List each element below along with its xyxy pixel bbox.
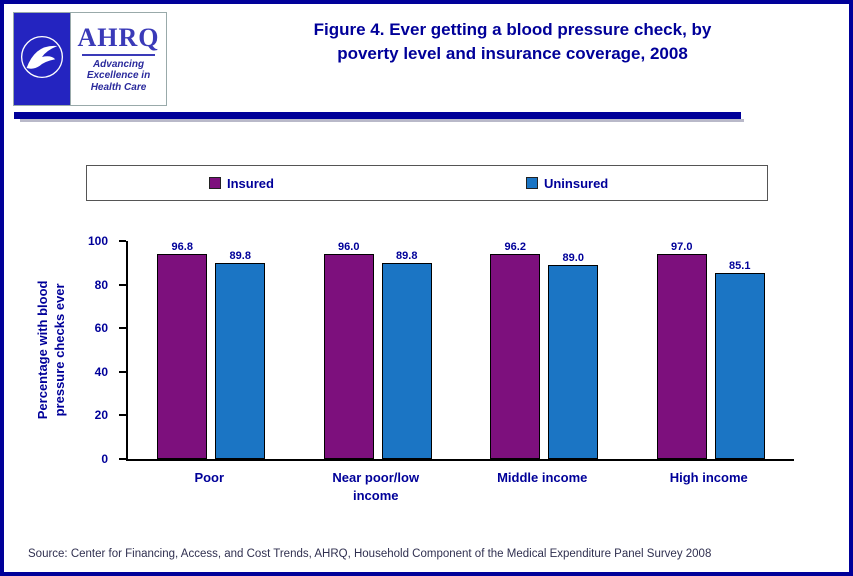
- y-tick-label: 0: [101, 452, 108, 466]
- bar-value-label: 97.0: [671, 241, 693, 253]
- y-tick-mark: [119, 414, 126, 417]
- bar-item-uninsured: 89.0: [548, 241, 599, 459]
- y-tick-mark: [119, 240, 126, 242]
- bar-group: 96.2 89.0: [461, 241, 628, 459]
- bar: [381, 263, 432, 459]
- legend-label: Uninsured: [543, 175, 609, 191]
- x-category-label: High income: [669, 470, 748, 485]
- y-axis-tick-labels: 0 20 40 60 80 100: [4, 234, 122, 466]
- legend-swatch: [525, 177, 538, 189]
- x-category-label: Near poor/low income: [332, 470, 420, 503]
- y-tick-mark: [119, 283, 126, 286]
- legend-item-uninsured: Uninsured: [525, 175, 609, 191]
- bar-item-uninsured: 89.8: [215, 241, 266, 459]
- source-note: Source: Center for Financing, Access, an…: [28, 548, 712, 560]
- plot-area: 96.8 89.8 96.0 89.8 96.2 89.0 97.0 85.1: [119, 240, 795, 461]
- logo-divider: [82, 53, 155, 56]
- bar-value-label: 85.1: [729, 260, 751, 273]
- ahrq-logo: AHRQ Advancing Excellence in Health Care: [13, 12, 167, 106]
- figure-title-line1: Figure 4. Ever getting a blood pressure …: [313, 20, 712, 39]
- hhs-eagle-icon: [20, 35, 64, 84]
- hhs-logo: [14, 13, 70, 105]
- y-tick-label: 100: [87, 234, 108, 248]
- legend-box: Insured Uninsured: [86, 165, 768, 201]
- bar-item-insured: 96.8: [157, 241, 208, 459]
- bar-value-label: 89.8: [229, 250, 251, 263]
- header-divider-shadow: [20, 119, 744, 122]
- bar: [714, 273, 765, 459]
- bar: [157, 254, 208, 459]
- y-tick-label: 20: [94, 408, 108, 423]
- ahrq-org-name: AHRQ: [77, 22, 160, 52]
- figure-title: Figure 4. Ever getting a blood pressure …: [204, 18, 821, 66]
- x-category-label: Poor: [194, 470, 225, 485]
- bar-value-label: 96.0: [338, 241, 360, 253]
- y-tick-mark: [119, 458, 126, 460]
- bar-value-label: 89.8: [396, 250, 418, 263]
- bar: [215, 263, 266, 459]
- bar-item-uninsured: 85.1: [714, 241, 765, 459]
- header-divider-bar: [14, 112, 741, 119]
- x-axis-labels: Poor Near poor/low income Middle income Hig…: [126, 469, 792, 504]
- ahrq-tagline: Advancing Excellence in Health Care: [86, 58, 151, 93]
- y-tick-label: 60: [94, 321, 108, 336]
- y-tick-mark: [119, 370, 126, 373]
- bar-value-label: 89.0: [562, 251, 584, 264]
- bar-item-insured: 97.0: [656, 241, 707, 459]
- y-tick-label: 40: [94, 364, 108, 379]
- legend-item-insured: Insured: [209, 176, 274, 191]
- bar-value-label: 96.8: [171, 241, 193, 253]
- y-tick-mark: [119, 327, 126, 330]
- bar: [323, 254, 374, 459]
- bar-group: 97.0 85.1: [628, 241, 795, 459]
- bar-item-insured: 96.0: [323, 241, 374, 459]
- y-tick-label: 80: [94, 277, 108, 292]
- ahrq-wordmark: AHRQ Advancing Excellence in Health Care: [70, 13, 166, 105]
- legend-swatch: [209, 177, 221, 189]
- x-category-label: Middle income: [497, 470, 588, 485]
- bar: [548, 264, 599, 459]
- bar: [656, 254, 707, 459]
- figure-title-line2: poverty level and insurance coverage, 20…: [337, 43, 688, 63]
- bar-value-label: 96.2: [504, 241, 526, 253]
- bar-group: 96.0 89.8: [295, 241, 462, 459]
- bar-item-insured: 96.2: [490, 241, 541, 459]
- bar-group: 96.8 89.8: [128, 241, 295, 459]
- bar: [490, 254, 541, 459]
- bar-item-uninsured: 89.8: [381, 241, 432, 459]
- legend-label: Insured: [227, 175, 274, 191]
